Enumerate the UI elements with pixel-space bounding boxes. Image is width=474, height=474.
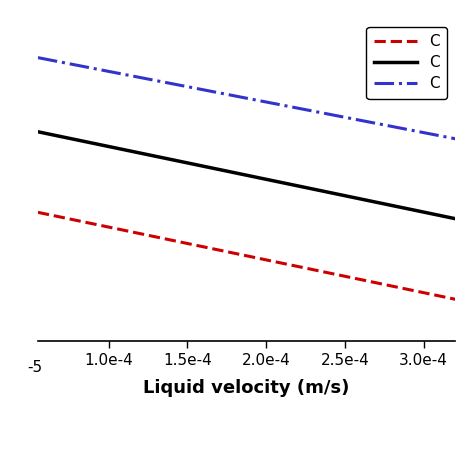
- C: [456, 297, 462, 303]
- Text: -5: -5: [27, 360, 43, 375]
- Line: C: C: [38, 212, 474, 309]
- X-axis label: Liquid velocity (m/s): Liquid velocity (m/s): [143, 379, 350, 397]
- C: [310, 108, 316, 114]
- C: [35, 129, 41, 135]
- C: [456, 137, 462, 142]
- C: [319, 188, 325, 194]
- C: [319, 269, 325, 274]
- C: [311, 109, 317, 114]
- C: [310, 267, 316, 273]
- C: [427, 291, 432, 297]
- C: [36, 55, 42, 61]
- C: [35, 55, 41, 61]
- C: [36, 129, 42, 135]
- C: [456, 217, 462, 222]
- C: [310, 186, 316, 192]
- Legend: C, C, C: C, C, C: [366, 27, 447, 99]
- C: [36, 210, 42, 216]
- C: [311, 267, 317, 273]
- C: [311, 186, 317, 192]
- C: [35, 210, 41, 215]
- C: [427, 131, 432, 137]
- Line: C: C: [38, 58, 474, 148]
- C: [427, 210, 432, 216]
- C: [319, 110, 325, 116]
- Line: C: C: [38, 132, 474, 228]
